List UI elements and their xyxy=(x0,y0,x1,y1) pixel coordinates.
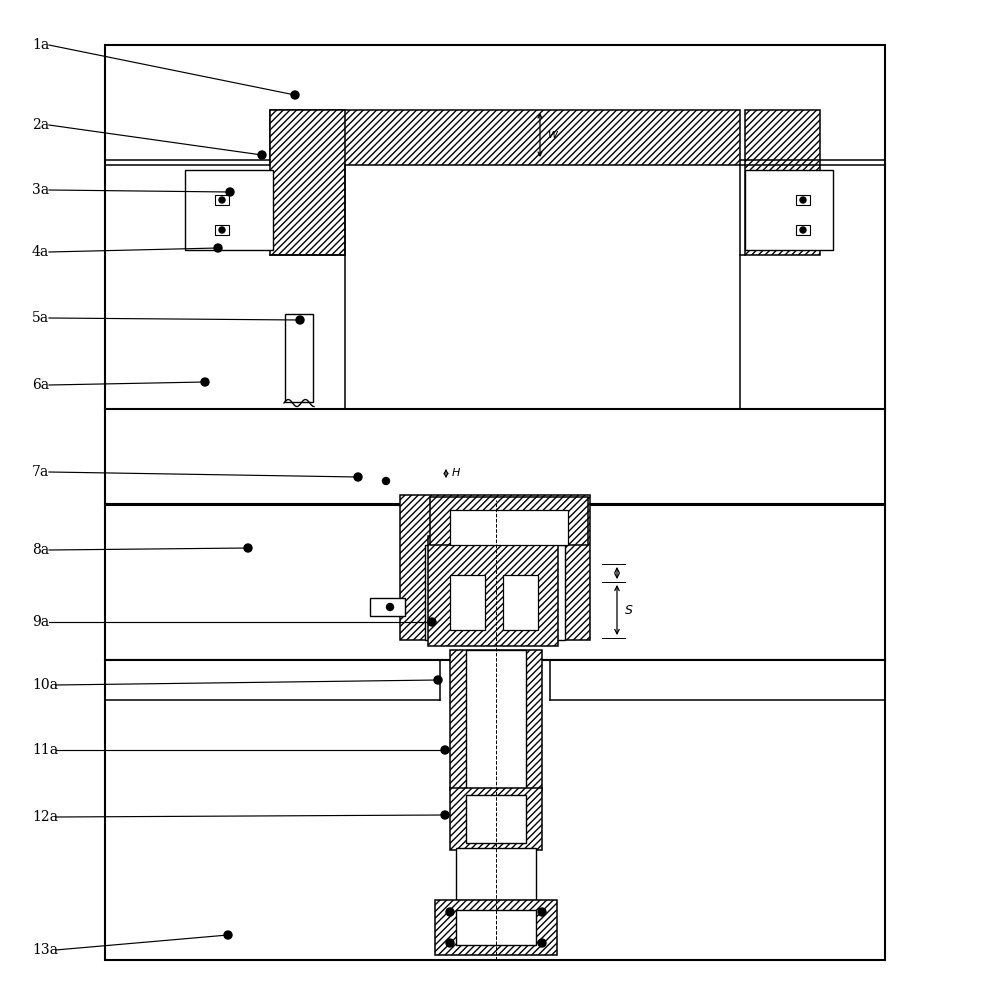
Circle shape xyxy=(224,931,232,939)
Circle shape xyxy=(214,244,222,252)
Bar xyxy=(425,545,565,640)
Text: 9a: 9a xyxy=(32,615,49,629)
Circle shape xyxy=(291,91,299,99)
Bar xyxy=(450,575,485,630)
Text: 3a: 3a xyxy=(32,183,49,197)
Bar xyxy=(348,470,406,492)
Text: 7a: 7a xyxy=(32,465,49,479)
Circle shape xyxy=(434,676,442,684)
Bar xyxy=(105,45,885,410)
Circle shape xyxy=(538,908,546,916)
Text: 12a: 12a xyxy=(32,810,58,824)
Bar xyxy=(814,430,850,442)
Circle shape xyxy=(441,811,449,819)
Bar xyxy=(428,536,558,646)
Bar xyxy=(466,795,526,843)
Text: 8a: 8a xyxy=(32,543,49,557)
Bar xyxy=(796,225,810,235)
Bar xyxy=(796,195,810,205)
Circle shape xyxy=(800,197,806,203)
Text: 11a: 11a xyxy=(32,743,58,757)
Circle shape xyxy=(201,378,209,386)
Bar xyxy=(400,495,590,640)
Circle shape xyxy=(428,618,436,626)
Bar xyxy=(430,497,588,545)
Circle shape xyxy=(387,603,393,610)
Circle shape xyxy=(383,478,389,485)
Text: w: w xyxy=(548,128,558,141)
Bar xyxy=(435,900,557,955)
Bar xyxy=(456,848,536,900)
Text: 6a: 6a xyxy=(32,378,49,392)
Bar xyxy=(503,575,538,630)
Bar xyxy=(105,505,885,660)
Bar xyxy=(105,660,885,960)
Text: 13a: 13a xyxy=(32,943,58,957)
Circle shape xyxy=(441,746,449,754)
Bar xyxy=(450,650,542,790)
Bar xyxy=(105,409,885,504)
Circle shape xyxy=(446,939,454,947)
Bar xyxy=(466,650,526,790)
Bar xyxy=(185,170,273,250)
Bar xyxy=(270,110,345,255)
Bar xyxy=(450,510,568,545)
Circle shape xyxy=(446,908,454,916)
Text: H: H xyxy=(452,468,460,479)
Circle shape xyxy=(219,197,225,203)
Circle shape xyxy=(296,316,304,324)
Text: 4a: 4a xyxy=(32,245,49,259)
Text: 10a: 10a xyxy=(32,678,58,692)
Bar xyxy=(450,788,542,850)
Bar xyxy=(370,598,405,616)
Text: 1a: 1a xyxy=(32,38,49,52)
Bar xyxy=(820,432,844,507)
Bar xyxy=(456,910,536,945)
Bar xyxy=(745,170,833,250)
Circle shape xyxy=(800,227,806,233)
Circle shape xyxy=(219,227,225,233)
Bar xyxy=(822,418,835,430)
Bar xyxy=(745,110,820,255)
Circle shape xyxy=(354,473,362,481)
Bar xyxy=(215,195,229,205)
Text: 5a: 5a xyxy=(32,311,49,325)
Circle shape xyxy=(538,939,546,947)
Circle shape xyxy=(226,188,234,196)
Bar xyxy=(270,110,740,165)
Bar xyxy=(285,314,313,402)
Bar xyxy=(215,225,229,235)
Circle shape xyxy=(244,544,252,552)
Text: S: S xyxy=(625,603,633,616)
Text: 2a: 2a xyxy=(32,118,49,132)
Circle shape xyxy=(258,151,266,159)
